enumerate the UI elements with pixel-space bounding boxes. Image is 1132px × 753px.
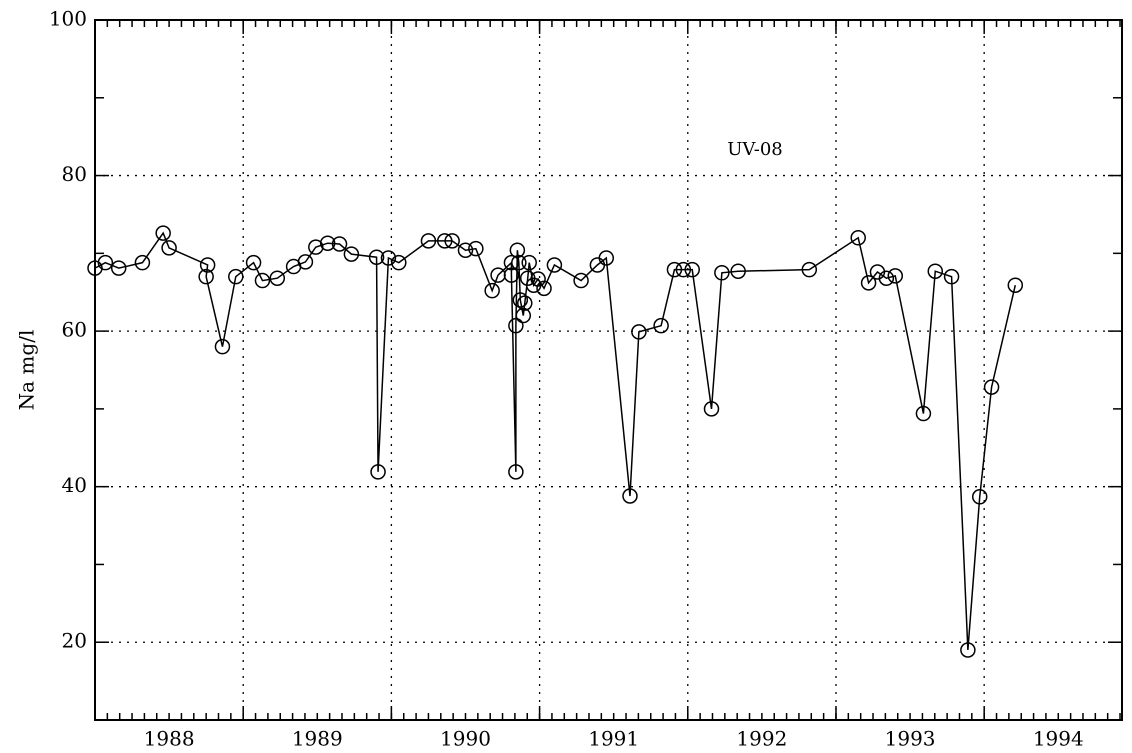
data-point bbox=[684, 261, 700, 278]
data-point bbox=[653, 317, 669, 334]
data-point bbox=[714, 265, 730, 281]
data-point bbox=[228, 268, 244, 285]
data-point bbox=[915, 405, 932, 422]
data-point bbox=[703, 401, 720, 417]
data-point bbox=[269, 270, 286, 286]
data-point bbox=[420, 233, 437, 249]
data-point bbox=[380, 250, 397, 266]
data-point bbox=[370, 464, 386, 480]
data-point bbox=[730, 263, 746, 279]
data-point bbox=[666, 261, 683, 278]
data-point bbox=[508, 464, 524, 480]
data-point bbox=[484, 282, 500, 299]
y-tick-label: 60 bbox=[62, 318, 87, 342]
data-point bbox=[508, 317, 524, 334]
data-point bbox=[155, 225, 171, 241]
data-point bbox=[254, 272, 271, 289]
data-point bbox=[245, 254, 262, 271]
data-point bbox=[391, 254, 407, 271]
x-tick-label: 1990 bbox=[440, 727, 491, 751]
data-point bbox=[331, 236, 348, 252]
data-point bbox=[521, 254, 537, 271]
x-tick-label: 1991 bbox=[588, 727, 639, 751]
data-point bbox=[319, 235, 336, 251]
data-point bbox=[536, 280, 552, 297]
data-point bbox=[598, 250, 615, 266]
data-point bbox=[622, 488, 638, 504]
data-point bbox=[971, 489, 988, 505]
data-point bbox=[801, 261, 818, 278]
annotation: UV-08 bbox=[727, 139, 783, 160]
y-tick-label: 40 bbox=[62, 473, 87, 497]
data-point bbox=[199, 257, 216, 273]
data-point bbox=[436, 233, 453, 249]
data-point bbox=[444, 233, 460, 249]
data-point bbox=[887, 268, 904, 284]
plot-frame bbox=[94, 19, 1123, 721]
data-point bbox=[308, 239, 324, 255]
x-tick-label: 1989 bbox=[292, 727, 343, 751]
data-point bbox=[1007, 277, 1024, 293]
y-axis-label: Na mg/l bbox=[15, 330, 39, 411]
data-point bbox=[515, 307, 532, 324]
x-tick-label: 1993 bbox=[885, 727, 936, 751]
data-point bbox=[960, 642, 976, 658]
data-point bbox=[927, 263, 944, 279]
data-point bbox=[943, 268, 960, 285]
data-point bbox=[860, 275, 877, 291]
data-point bbox=[512, 292, 529, 308]
x-tick-label: 1988 bbox=[144, 727, 195, 751]
data-point bbox=[546, 257, 563, 273]
data-point bbox=[97, 254, 114, 271]
data-point bbox=[214, 338, 231, 355]
data-point bbox=[850, 230, 866, 246]
data-point bbox=[503, 267, 520, 283]
data-point bbox=[161, 240, 177, 256]
data-point bbox=[675, 261, 692, 278]
y-tick-label: 100 bbox=[49, 7, 87, 31]
data-point bbox=[110, 260, 127, 276]
series-line bbox=[94, 231, 1017, 651]
data-point bbox=[368, 249, 385, 265]
x-tick-label: 1994 bbox=[1033, 727, 1084, 751]
y-tick-label: 20 bbox=[62, 629, 87, 653]
data-point bbox=[878, 270, 895, 286]
y-tick-label: 80 bbox=[62, 162, 87, 186]
data-point bbox=[983, 379, 1000, 395]
data-point bbox=[343, 246, 360, 262]
data-point bbox=[631, 324, 647, 340]
x-tick-label: 1992 bbox=[736, 727, 787, 751]
data-point bbox=[297, 254, 314, 270]
data-point bbox=[198, 268, 214, 285]
data-point bbox=[573, 272, 589, 289]
data-point bbox=[134, 254, 151, 271]
data-point bbox=[511, 254, 527, 271]
data-point bbox=[509, 242, 526, 258]
data-point bbox=[468, 240, 484, 257]
data-point bbox=[503, 254, 520, 271]
data-point bbox=[517, 295, 533, 311]
data-point bbox=[457, 242, 474, 258]
